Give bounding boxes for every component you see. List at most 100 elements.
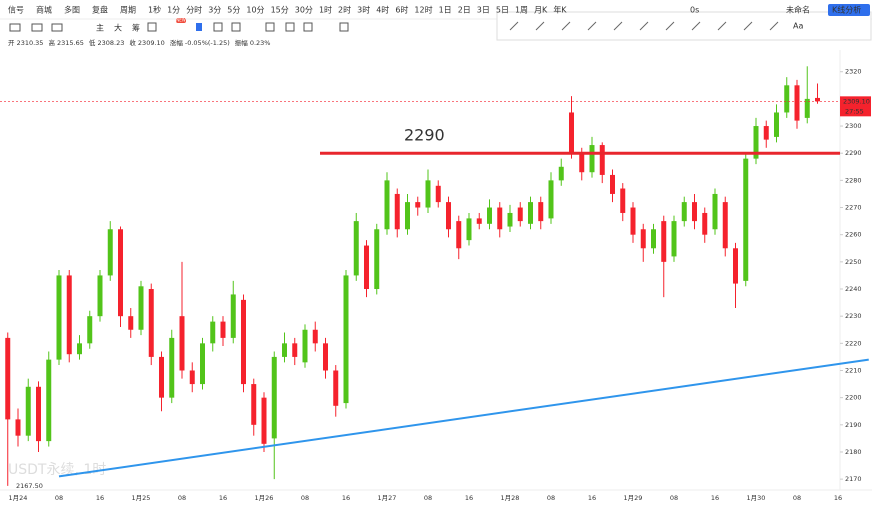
candle-body	[579, 153, 585, 173]
candle-body	[333, 370, 339, 406]
x-tick-label: 16	[711, 494, 719, 502]
draw-tool[interactable]	[717, 21, 727, 31]
x-tick-label: 08	[301, 494, 309, 502]
y-tick-label: 2220	[845, 339, 862, 347]
draw-tool[interactable]	[587, 21, 597, 31]
toolbar-item[interactable]: 12时	[414, 5, 432, 15]
draw-tool[interactable]	[691, 21, 701, 31]
toolbar-item[interactable]: 5分	[227, 6, 240, 15]
toolbar-item[interactable]: 1分	[167, 6, 180, 15]
icon[interactable]	[147, 22, 157, 32]
y-tick-label: 2290	[845, 149, 862, 157]
font-tool[interactable]: Aa	[793, 22, 803, 31]
toolbar-item[interactable]: 30分	[295, 6, 313, 15]
candle-body	[312, 329, 318, 344]
x-tick-label: 08	[55, 494, 63, 502]
candle-body	[743, 158, 749, 281]
candle-body	[323, 343, 328, 371]
candle-body	[804, 98, 810, 118]
toolbar-item[interactable]: 15分	[271, 6, 289, 15]
x-tick-label: 1月24	[9, 494, 28, 502]
icon[interactable]	[9, 23, 21, 32]
candle-body	[558, 166, 564, 181]
x-tick-label: 16	[465, 494, 473, 502]
draw-tool[interactable]	[535, 21, 545, 31]
toolbar-item[interactable]: 周期	[120, 6, 136, 15]
candle-body	[118, 229, 123, 317]
toolbar-item[interactable]: 0s	[690, 6, 699, 15]
toolbar-item[interactable]: 6时	[395, 5, 408, 15]
toolbar-item[interactable]: 5日	[496, 6, 509, 15]
icon[interactable]	[213, 22, 223, 32]
candle-body	[456, 221, 462, 249]
toolbar-item[interactable]: 4时	[376, 5, 389, 15]
icon[interactable]	[265, 22, 275, 32]
toolbar-item[interactable]: 分时	[186, 5, 202, 15]
draw-tool[interactable]	[561, 21, 571, 31]
candle-body	[712, 193, 718, 230]
toolbar-item[interactable]: 复盘	[92, 5, 108, 15]
draw-tool[interactable]	[769, 21, 779, 31]
icon[interactable]	[196, 23, 202, 31]
y-tick-label: 2170	[845, 475, 862, 483]
icon[interactable]	[285, 22, 295, 32]
low-marker: 2167.50	[16, 482, 43, 490]
icon[interactable]	[31, 23, 43, 32]
candle-body	[425, 180, 431, 208]
y-tick-label: 2250	[845, 258, 862, 266]
toolbar-item[interactable]: 1日	[439, 6, 452, 15]
toolbar-item[interactable]: K线分析	[832, 5, 861, 15]
icon[interactable]	[51, 23, 63, 32]
toolbar-item[interactable]: 1秒	[148, 5, 161, 15]
candle-body	[271, 356, 277, 439]
candle-body	[241, 299, 246, 385]
icon[interactable]	[303, 22, 313, 32]
support-label: 2290	[404, 126, 445, 145]
indicator[interactable]: 筹	[132, 23, 140, 33]
toolbar-item[interactable]: 信号	[8, 5, 24, 15]
draw-tool[interactable]	[743, 21, 753, 31]
draw-tool[interactable]	[509, 21, 519, 31]
toolbar-item[interactable]: 3日	[477, 6, 490, 15]
toolbar-item[interactable]: 1周	[515, 6, 528, 15]
candle-body	[87, 316, 93, 344]
candle-body	[763, 126, 769, 140]
toolbar-item[interactable]: 多图	[64, 5, 80, 15]
ohlc-text: 收 2309.10	[129, 38, 164, 47]
badge-bg	[176, 18, 186, 23]
candle-body	[702, 212, 708, 235]
indicator[interactable]: 大	[114, 23, 122, 33]
draw-tool[interactable]	[639, 21, 649, 31]
candle-body	[179, 316, 185, 371]
toolbar-item[interactable]: 1时	[319, 5, 332, 15]
toolbar-item[interactable]: 商城	[36, 5, 52, 15]
candle-body	[774, 112, 779, 137]
toolbar-item[interactable]: 月K	[534, 6, 548, 15]
toolbar-item[interactable]: 10分	[246, 6, 264, 15]
toolbar-item[interactable]: 3时	[357, 5, 370, 15]
x-tick-label: 08	[670, 494, 678, 502]
icon[interactable]	[339, 22, 349, 32]
candle-body	[66, 275, 72, 355]
draw-tool[interactable]	[613, 21, 623, 31]
x-tick-label: 16	[96, 494, 104, 502]
x-tick-label: 1月25	[132, 494, 151, 502]
candle-body	[107, 229, 113, 276]
toolbar-item[interactable]: 3分	[208, 6, 221, 15]
toolbar-item[interactable]: 未命名	[786, 5, 810, 15]
candle-body	[548, 180, 554, 219]
toolbar-item[interactable]: 2时	[338, 5, 351, 15]
indicator[interactable]: 主	[96, 23, 104, 33]
draw-tool[interactable]	[665, 21, 675, 31]
row-icons	[9, 22, 349, 32]
candle-body	[36, 386, 41, 442]
ohlc-text: 涨幅 -0.05%(-1.25)	[170, 38, 230, 47]
toolbar-item[interactable]: 2日	[458, 6, 471, 15]
y-tick-label: 2270	[845, 204, 862, 212]
x-tick-label: 1月27	[378, 494, 397, 502]
price-tag-bg	[840, 96, 871, 117]
x-tick-label: 08	[547, 494, 555, 502]
icon[interactable]	[231, 22, 241, 32]
toolbar-item[interactable]: 年K	[553, 5, 567, 15]
candle-body	[671, 221, 677, 257]
